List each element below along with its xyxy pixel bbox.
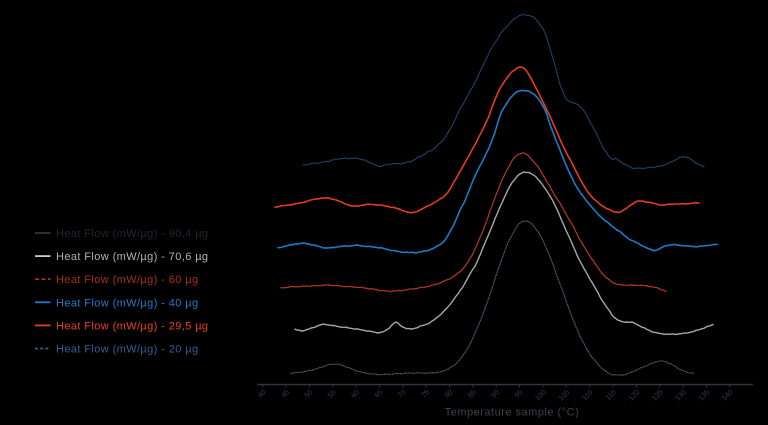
svg-text:140: 140: [720, 388, 735, 403]
svg-text:95: 95: [512, 388, 524, 400]
svg-text:Heat Flow (mW/µg) - 29,5 µg: Heat Flow (mW/µg) - 29,5 µg: [56, 320, 208, 332]
svg-text:110: 110: [580, 388, 594, 402]
svg-text:130: 130: [673, 388, 688, 403]
svg-text:65: 65: [372, 388, 384, 400]
svg-text:85: 85: [466, 388, 478, 400]
svg-text:Heat Flow (mW/µg) - 90,4 µg: Heat Flow (mW/µg) - 90,4 µg: [56, 228, 208, 240]
svg-text:115: 115: [603, 388, 617, 402]
svg-text:Heat Flow (mW/µg) - 20 µg: Heat Flow (mW/µg) - 20 µg: [56, 344, 198, 356]
svg-text:Temperature sample (°C): Temperature sample (°C): [445, 407, 580, 419]
svg-text:70: 70: [396, 388, 408, 400]
svg-text:Heat Flow (mW/µg) - 70,6 µg: Heat Flow (mW/µg) - 70,6 µg: [56, 251, 208, 263]
svg-text:120: 120: [626, 388, 641, 403]
svg-text:80: 80: [442, 388, 454, 400]
svg-text:105: 105: [556, 388, 571, 403]
svg-text:Heat Flow (mW/µg) - 60 µg: Heat Flow (mW/µg) - 60 µg: [56, 274, 198, 286]
svg-text:135: 135: [696, 388, 711, 403]
svg-text:45: 45: [279, 388, 291, 400]
svg-text:Heat Flow (mW/µg) - 40 µg: Heat Flow (mW/µg) - 40 µg: [56, 297, 198, 309]
svg-text:100: 100: [533, 388, 548, 403]
svg-text:55: 55: [326, 388, 338, 400]
svg-text:50: 50: [302, 388, 314, 400]
svg-text:125: 125: [650, 388, 665, 403]
svg-text:60: 60: [349, 388, 361, 400]
svg-text:40: 40: [256, 388, 268, 400]
svg-text:90: 90: [489, 388, 501, 400]
svg-text:75: 75: [419, 388, 431, 400]
